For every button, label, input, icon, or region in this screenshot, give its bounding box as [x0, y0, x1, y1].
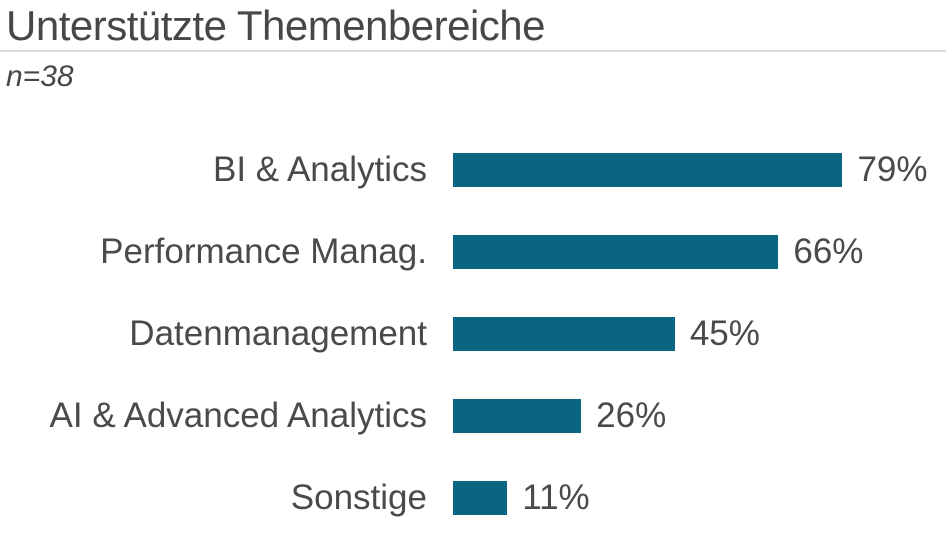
bar-row: Performance Manag. 66% [0, 211, 946, 293]
chart-title: Unterstützte Themenbereiche [6, 2, 546, 49]
bar [453, 235, 779, 269]
category-label: Performance Manag. [100, 232, 427, 271]
value-label: 66% [793, 232, 864, 271]
category-label: Sonstige [290, 478, 427, 517]
bar-track: 45% [453, 314, 946, 353]
bar [453, 399, 582, 433]
value-label: 26% [596, 396, 667, 435]
sample-size-note: n=38 [6, 60, 74, 93]
bar-track: 79% [453, 150, 946, 189]
bar-row: Datenmanagement 45% [0, 293, 946, 375]
bar [453, 317, 675, 351]
bar-track: 66% [453, 232, 946, 271]
category-label: Datenmanagement [129, 314, 427, 353]
bar-chart: BI & Analytics 79% Performance Manag. 66… [0, 129, 946, 539]
bar [453, 481, 508, 515]
bar-row: Sonstige 11% [0, 457, 946, 539]
bar-row: BI & Analytics 79% [0, 129, 946, 211]
value-label: 11% [522, 478, 590, 517]
bar-track: 26% [453, 396, 946, 435]
category-label: AI & Advanced Analytics [49, 396, 427, 435]
title-divider [0, 50, 946, 52]
value-label: 79% [857, 150, 928, 189]
bar-track: 11% [453, 478, 946, 517]
value-label: 45% [689, 314, 760, 353]
bar-row: AI & Advanced Analytics 26% [0, 375, 946, 457]
category-label: BI & Analytics [213, 150, 427, 189]
bar [453, 153, 843, 187]
